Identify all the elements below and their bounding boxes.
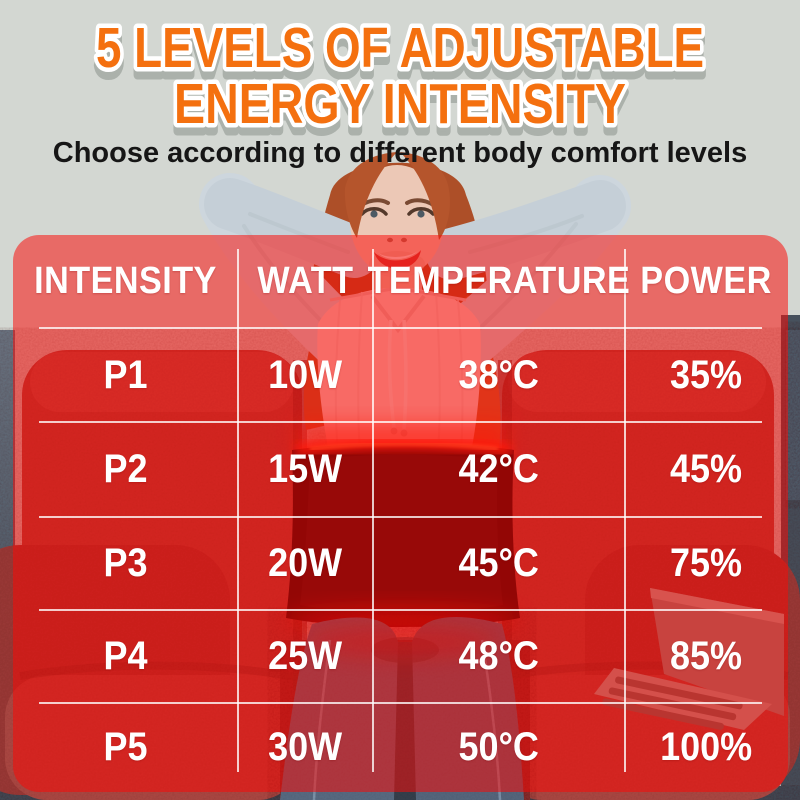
row-divider (39, 702, 762, 704)
cell-p2-intensity: P2 (103, 447, 148, 491)
cell-p5-temperature: 50°C (458, 725, 540, 769)
cell-p1-power: 35% (670, 352, 743, 397)
hair-front (344, 152, 450, 240)
cell-p3-power: 75% (670, 541, 743, 585)
cell-p5-intensity: P5 (103, 725, 148, 769)
column-divider (372, 249, 374, 772)
column-divider (237, 249, 239, 772)
cell-p3-temperature: 45°C (458, 541, 540, 585)
cell-p2-temperature: 42°C (458, 447, 540, 491)
cell-p1-intensity: P1 (103, 352, 148, 397)
row-divider (39, 421, 762, 423)
cell-p4-temperature: 48°C (458, 634, 540, 678)
intensity-table-panel: INTENSITY WATT TEMPERATURE POWER P1 10W … (13, 235, 788, 792)
row-divider (39, 609, 762, 611)
cell-p4-watt: 25W (268, 634, 343, 678)
cell-p4-power: 85% (670, 634, 743, 678)
cell-p3-watt: 20W (268, 541, 343, 585)
cell-p3-intensity: P3 (103, 541, 148, 585)
cell-p4-intensity: P4 (103, 634, 148, 678)
column-header-temperature: TEMPERATURE (367, 260, 631, 302)
column-header-intensity: INTENSITY (34, 260, 217, 302)
cell-p2-watt: 15W (268, 447, 343, 491)
column-header-watt: WATT (257, 260, 354, 302)
column-divider (624, 249, 626, 772)
cell-p5-watt: 30W (268, 725, 343, 769)
cell-p5-power: 100% (660, 725, 753, 769)
intensity-table: INTENSITY WATT TEMPERATURE POWER P1 10W … (13, 235, 788, 792)
row-divider (39, 516, 762, 518)
cell-p1-watt: 10W (268, 352, 343, 397)
row-divider (39, 327, 762, 329)
column-header-power: POWER (640, 260, 773, 302)
cell-p2-power: 45% (670, 447, 743, 491)
cell-p1-temperature: 38°C (458, 352, 540, 397)
